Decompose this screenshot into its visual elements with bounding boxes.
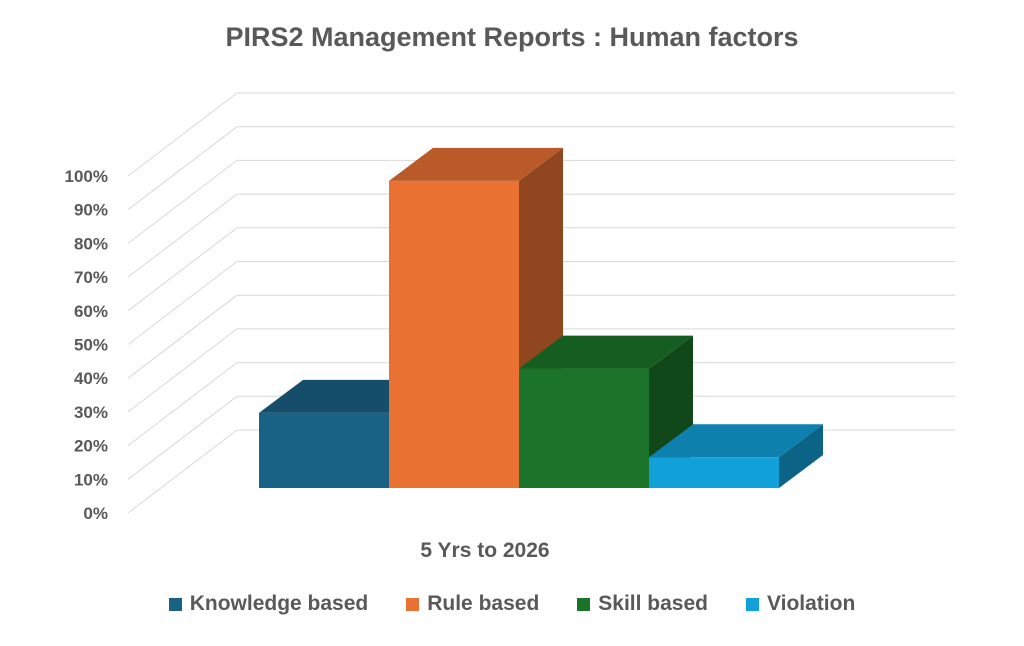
legend-label: Violation (767, 592, 856, 615)
y-tick-label: 70% (74, 268, 108, 287)
legend-item: Violation (746, 592, 855, 616)
chart-legend: Knowledge based Rule based Skill based Viol… (0, 592, 1024, 616)
y-tick-label: 60% (74, 302, 108, 321)
bar-front-face (649, 457, 779, 488)
bar-top-face (519, 335, 693, 369)
gridline-side (127, 362, 238, 446)
y-tick-label: 20% (74, 437, 108, 456)
legend-label: Rule based (427, 592, 540, 615)
bar-front-face (259, 412, 389, 488)
y-tick-label: 100% (65, 167, 108, 186)
y-tick-label: 50% (74, 336, 108, 355)
y-tick-label: 40% (74, 369, 108, 388)
legend-label: Knowledge based (189, 592, 369, 615)
bar-skill-based (519, 335, 693, 488)
legend-swatch (168, 597, 182, 611)
gridline-side (127, 92, 238, 177)
x-category-label: 5 Yrs to 2026 (420, 539, 549, 562)
gridline-side (127, 328, 238, 413)
bar-top-face (649, 424, 823, 458)
bar-front-face (389, 180, 519, 488)
gridline-side (127, 160, 238, 244)
legend-item: Knowledge based (168, 592, 369, 616)
legend-swatch (746, 597, 759, 611)
gridline-side (127, 227, 238, 312)
bar-violation (649, 424, 823, 488)
bar-side-face (779, 424, 823, 488)
y-tick-label: 30% (74, 403, 108, 422)
y-tick-label: 90% (74, 201, 108, 220)
y-tick-label: 0% (83, 504, 108, 523)
y-tick-label: 80% (74, 234, 108, 253)
gridline-side (127, 294, 238, 379)
bar-top-face (389, 147, 563, 181)
gridline-side (127, 395, 238, 480)
chart-title: PIRS2 Management Reports : Human factors (225, 22, 799, 52)
y-tick-label: 10% (74, 470, 108, 489)
gridline-side (127, 126, 238, 211)
legend-item: Rule based (406, 592, 539, 616)
gridline-side (127, 261, 238, 345)
legend-label: Skill based (598, 592, 708, 615)
legend-swatch (577, 597, 591, 611)
legend-item: Skill based (577, 592, 708, 616)
gridline-side (127, 429, 238, 514)
gridline-side (127, 193, 238, 278)
bar-front-face (519, 368, 649, 488)
legend-swatch (406, 597, 420, 611)
